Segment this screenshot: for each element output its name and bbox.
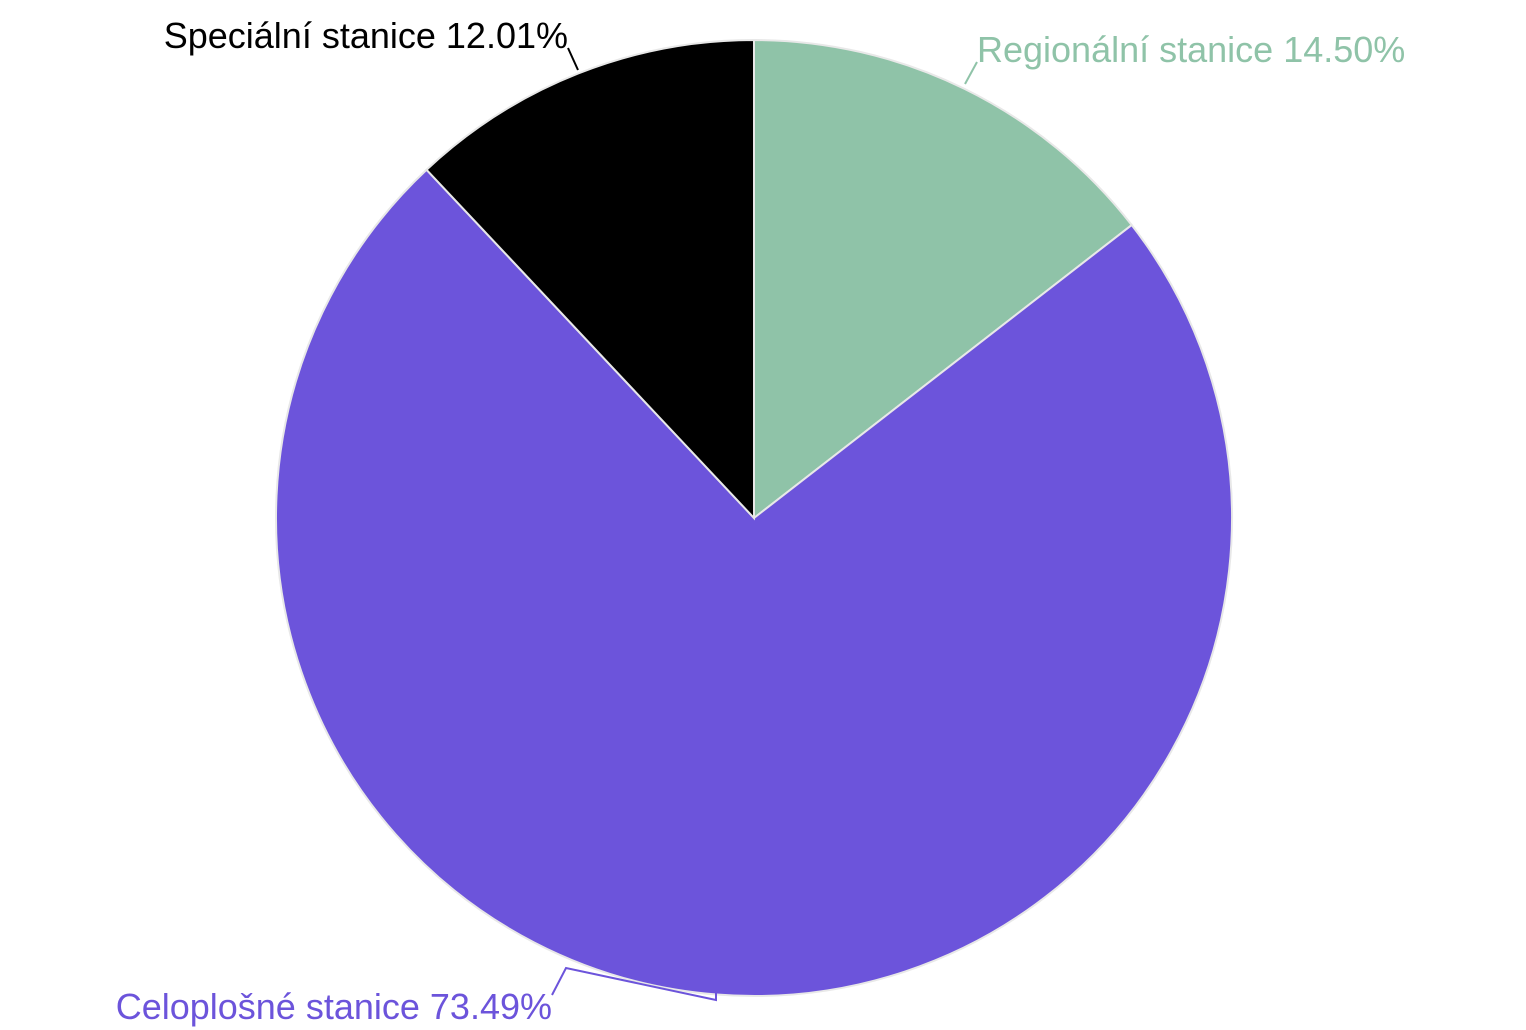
slice-label-regionalni: Regionální stanice 14.50% (977, 29, 1405, 70)
slice-label-celoplosne: Celoplošné stanice 73.49% (116, 986, 552, 1027)
slice-label-specialni: Speciální stanice 12.01% (164, 15, 568, 56)
slice-specialni (425, 38, 755, 521)
leader-lines-layer (551, 47, 978, 1002)
leader-line-regionalni (964, 61, 978, 85)
labels-layer: Regionální stanice 14.50% Celoplošné sta… (116, 15, 1406, 1027)
slice-regionalni (753, 38, 1134, 521)
leader-line-specialni (567, 47, 579, 71)
slices-layer (275, 38, 1233, 998)
leader-line-celoplosne (551, 966, 717, 1002)
